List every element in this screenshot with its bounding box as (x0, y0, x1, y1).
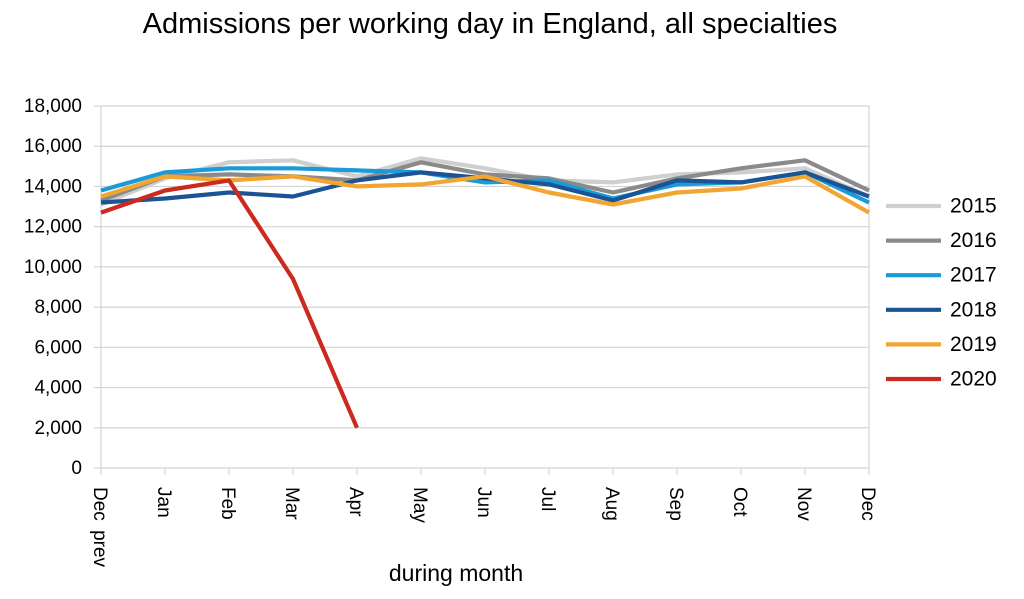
x-tick-label: Sep (665, 487, 686, 521)
legend-label-2018: 2018 (950, 298, 997, 321)
legend-label-2020: 2020 (950, 368, 997, 391)
y-tick-labels: 0 2,000 4,000 6,000 8,000 10,000 12,000 14,000 1… (24, 96, 82, 479)
x-tick-label: Oct (729, 487, 750, 517)
x-tick-label: Dec prev (89, 487, 110, 568)
legend-label-2019: 2019 (950, 333, 997, 356)
y-tick-label: 8,000 (34, 297, 82, 318)
y-tick-label: 2,000 (34, 418, 82, 439)
y-tick-label: 10,000 (24, 257, 82, 278)
series-line-2020 (100, 178, 359, 429)
legend-label-2016: 2016 (950, 229, 997, 252)
x-tick-label: Jan (153, 487, 174, 518)
x-axis-label: during month (389, 560, 523, 586)
y-tick-label: 12,000 (24, 217, 82, 238)
chart-title: Admissions per working day in England, a… (142, 8, 838, 40)
x-tick-label: Mar (281, 487, 302, 520)
x-tick-labels: Dec prev Jan Feb Mar Apr May Jun Jul Aug Sep Oct No… (89, 487, 878, 568)
y-tick-label: 6,000 (34, 337, 82, 358)
legend: 2015 2016 2017 2018 2019 2020 (886, 195, 997, 391)
x-tick-label: Dec (857, 487, 878, 521)
series-lines (100, 156, 871, 429)
legend-label-2017: 2017 (950, 264, 997, 287)
legend-label-2015: 2015 (950, 195, 997, 218)
x-tick-label: Jul (537, 487, 558, 511)
x-tick-label: Feb (217, 487, 238, 520)
y-tick-label: 4,000 (34, 378, 82, 399)
x-tick-label: May (409, 487, 430, 523)
y-tick-label: 16,000 (24, 136, 82, 157)
x-tick-label: Jun (473, 487, 494, 518)
x-tick-label: Apr (345, 487, 366, 517)
axes (100, 106, 870, 469)
y-tick-label: 0 (71, 458, 82, 479)
gridlines (94, 105, 870, 475)
y-tick-label: 18,000 (24, 96, 82, 117)
series-line-2015 (100, 156, 870, 207)
x-tick-label: Aug (601, 487, 622, 521)
x-tick-label: Nov (793, 487, 814, 521)
y-tick-label: 14,000 (24, 176, 82, 197)
